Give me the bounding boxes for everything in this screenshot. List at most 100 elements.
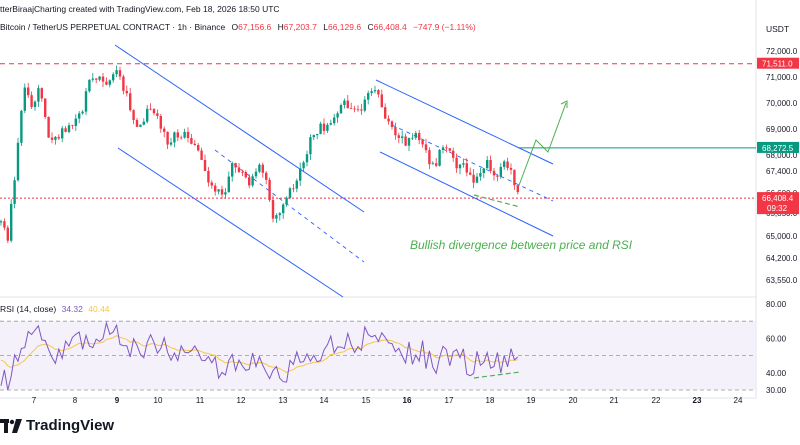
candle-body <box>84 91 88 112</box>
candle-body <box>115 70 118 75</box>
candle-body <box>452 150 455 158</box>
tradingview-logo-icon <box>0 419 22 434</box>
candle-body <box>200 150 203 160</box>
candle-body <box>67 125 71 132</box>
channel-midline <box>214 149 365 263</box>
candle-body <box>397 135 400 138</box>
time-tick-label: 20 <box>569 396 578 405</box>
projection-arrowhead <box>560 100 568 108</box>
candle-body <box>217 189 220 192</box>
candle-body <box>312 135 315 138</box>
price-tick-label: 64,200.0 <box>766 254 798 263</box>
chart-header: tterBiraajCharting created with TradingV… <box>0 4 280 14</box>
candle-body <box>81 111 84 114</box>
candle-body <box>6 227 9 241</box>
candle-body <box>363 99 366 111</box>
candle-body <box>108 80 111 85</box>
candle-body <box>44 98 47 118</box>
price-tick-label: 71,000.0 <box>766 73 798 82</box>
candle-body <box>472 174 475 183</box>
time-tick-label: 15 <box>362 396 371 405</box>
channel-line <box>114 44 365 213</box>
candle-body <box>292 188 295 190</box>
candle-body <box>499 166 502 177</box>
candle-body <box>159 115 162 129</box>
channel-line <box>375 79 554 165</box>
symbol-name: Bitcoin / TetherUS PERPETUAL CONTRACT · … <box>0 22 226 32</box>
candle-body <box>166 131 169 145</box>
channel-midline <box>391 124 554 202</box>
candle-body <box>203 159 207 171</box>
candle-body <box>513 169 516 186</box>
candle-body <box>214 185 217 192</box>
candle-body <box>356 109 360 111</box>
rsi-name: RSI (14, close) <box>0 304 57 314</box>
channel-line <box>379 151 554 237</box>
candle-body <box>339 105 343 114</box>
candle-body <box>129 93 132 111</box>
candle-body <box>101 76 105 82</box>
candle-body <box>237 167 241 173</box>
ohlc-open-label: O <box>231 22 239 32</box>
candle-body <box>180 137 183 139</box>
candle-body <box>224 192 227 195</box>
candle-body <box>316 133 319 136</box>
candle-body <box>132 110 135 120</box>
candle-body <box>3 221 6 228</box>
rsi-ma-value: 40.44 <box>88 304 110 314</box>
candle-body <box>302 162 305 169</box>
candle-body <box>193 143 196 146</box>
time-tick-label: 17 <box>445 396 454 405</box>
candle-body <box>309 137 312 155</box>
candle-body <box>20 110 23 143</box>
candle-body <box>336 113 339 118</box>
time-tick-label: 13 <box>279 396 288 405</box>
ohlc-close: 66,408.4 <box>373 22 407 32</box>
candle-body <box>333 117 336 124</box>
price-tick-label: 67,400.0 <box>766 167 798 176</box>
candle-body <box>448 148 451 151</box>
candle-body <box>234 163 237 168</box>
price-change: −747.9 (−1.11%) <box>413 22 476 32</box>
candle-body <box>61 128 64 139</box>
candle-body <box>156 113 159 116</box>
candle-body <box>288 188 292 198</box>
tradingview-logo: TradingView <box>0 417 114 434</box>
candle-body <box>190 137 193 144</box>
projection-arrow <box>517 102 567 189</box>
candle-body <box>455 157 458 169</box>
candle-body <box>482 168 485 174</box>
time-tick-label: 14 <box>320 396 329 405</box>
currency-label[interactable]: USDT <box>766 24 790 34</box>
time-tick-label: 19 <box>527 396 536 405</box>
candle-body <box>462 163 465 165</box>
rsi-tick-label: 30.00 <box>766 386 787 395</box>
candle-body <box>220 189 224 195</box>
candle-body <box>163 128 166 132</box>
candle-body <box>299 168 302 181</box>
rsi-value: 34.32 <box>61 304 83 314</box>
candle-body <box>91 78 94 80</box>
candle-body <box>275 215 278 219</box>
candle-body <box>112 74 115 81</box>
brand-name: TradingView <box>26 417 115 434</box>
candle-body <box>173 132 176 143</box>
candle-body <box>469 172 472 175</box>
ohlc-close-label: C <box>367 22 374 32</box>
candle-body <box>244 172 247 178</box>
time-tick-label: 7 <box>32 396 37 405</box>
candle-body <box>407 138 411 146</box>
price-label-box <box>757 141 799 153</box>
price-tick-label: 69,000.0 <box>766 125 798 134</box>
candle-body <box>370 91 373 94</box>
time-tick-label: 16 <box>403 396 412 405</box>
candle-body <box>268 179 271 201</box>
candle-body <box>37 88 40 102</box>
candle-body <box>139 124 142 127</box>
candle-body <box>88 79 91 92</box>
price-label-text: 71,511.0 <box>762 60 793 69</box>
price-label-box <box>757 192 799 215</box>
candle-body <box>231 163 234 177</box>
ohlc-high-label: H <box>277 22 284 32</box>
